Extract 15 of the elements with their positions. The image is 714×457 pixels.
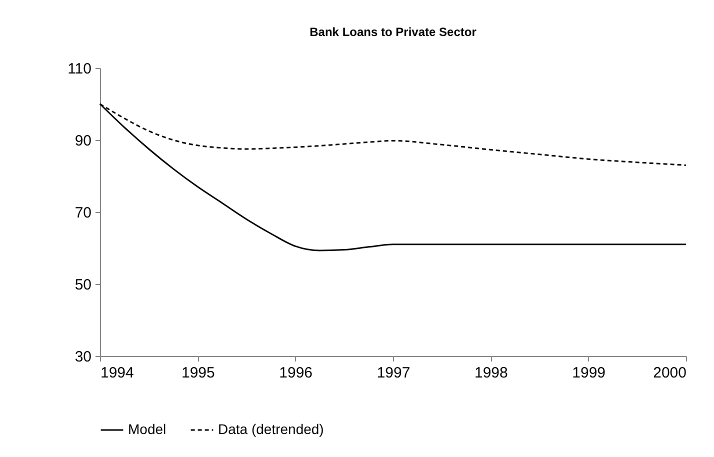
y-tick-label: 90 <box>74 132 92 150</box>
x-tick-label: 1997 <box>376 364 410 382</box>
y-tick-label: 30 <box>74 348 92 366</box>
x-tick-label: 1995 <box>181 364 215 382</box>
x-tick-label: 1999 <box>572 364 606 382</box>
y-tick-label: 70 <box>74 204 92 222</box>
legend-label: Data (detrended) <box>218 421 324 437</box>
y-tick-label: 110 <box>68 60 92 78</box>
y-tick-label: 50 <box>74 276 92 294</box>
legend-label: Model <box>128 421 166 437</box>
x-tick-label: 1994 <box>100 364 134 382</box>
chart-title: Bank Loans to Private Sector <box>310 25 477 39</box>
x-tick-label: 1998 <box>474 364 508 382</box>
x-tick-label: 2000 <box>653 364 686 382</box>
x-tick-label: 1996 <box>279 364 313 382</box>
